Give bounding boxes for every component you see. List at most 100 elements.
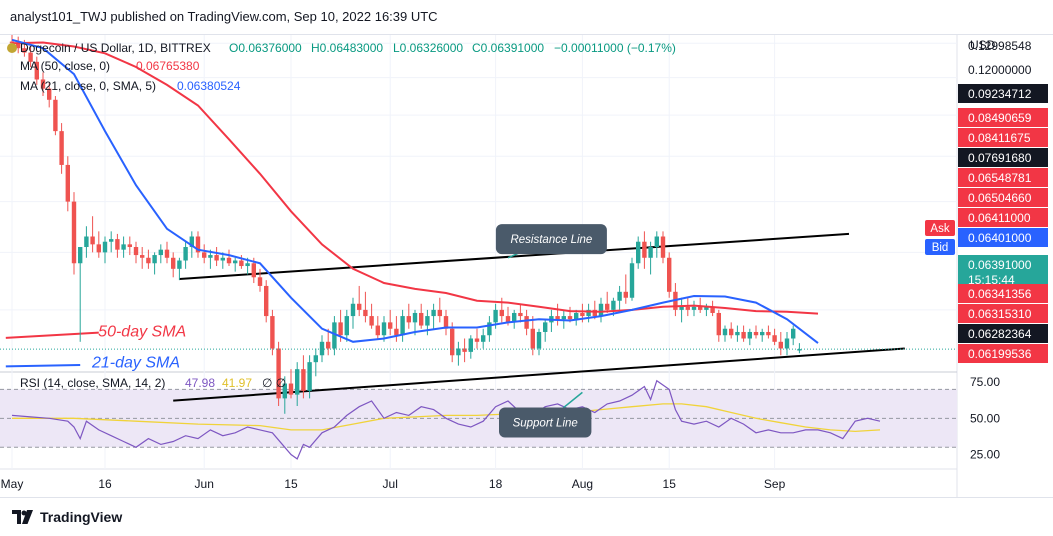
candle-body	[40, 79, 46, 89]
candle-27	[177, 257, 182, 281]
candle-body	[332, 322, 337, 349]
symbol-legend: Dogecoin / US Dollar, 1D, BITTREX O0.063…	[7, 41, 676, 55]
price-tick-13: 0.06282364	[958, 324, 1048, 343]
candle-43	[276, 341, 281, 407]
sma50-label[interactable]: 50-day SMA	[98, 324, 186, 341]
candle-body	[146, 257, 151, 264]
support-label[interactable]: Support Line	[499, 391, 592, 438]
candle-body	[28, 52, 33, 62]
sma21-legend-line-line[interactable]	[5, 363, 81, 368]
candle-122	[766, 325, 771, 339]
candle-56	[357, 285, 362, 317]
candle-body	[133, 247, 139, 256]
ohlc-open: O0.06376000	[229, 41, 302, 55]
rsi-legend-ma-value: 41.97	[222, 376, 252, 390]
candle-body	[251, 263, 256, 278]
brand[interactable]: TradingView	[12, 509, 122, 525]
candle-35	[226, 249, 232, 267]
candle-74	[468, 335, 473, 359]
publisher-line: analyst101_TWJ published on TradingView.…	[10, 9, 438, 24]
price-tick-label: 0.09234712	[968, 87, 1032, 101]
candle-body	[375, 325, 380, 336]
candle-body	[623, 291, 628, 298]
candle-48	[307, 355, 312, 399]
candle-body	[127, 244, 132, 248]
candle-body	[437, 309, 442, 317]
rsi-legend-value: 47.98	[185, 376, 215, 390]
candle-82	[518, 303, 523, 323]
rsi-legend-label: RSI (14, close, SMA, 14, 2)	[20, 376, 165, 390]
chart-svg[interactable]: Resistance Line Support Line 50-day SMA 21-…	[0, 35, 1053, 497]
candle-75	[474, 328, 480, 349]
candle-73	[462, 338, 467, 363]
resistance-label[interactable]: Resistance Line	[495, 224, 607, 259]
candle-109	[685, 297, 690, 317]
ohlc-high: H0.06483000	[311, 41, 383, 55]
price-tick-11: 0.06341356	[958, 284, 1048, 303]
candle-45	[288, 369, 294, 399]
candle-26	[171, 252, 176, 278]
price-tick-4: 0.08411675	[958, 128, 1048, 147]
sma50-legend-line-line[interactable]	[5, 331, 99, 339]
candle-44	[282, 376, 287, 414]
candle-body	[456, 348, 461, 356]
candle-body	[307, 362, 312, 391]
annotations: Resistance Line Support Line 50-day SMA 21-…	[91, 224, 607, 438]
resistance-line[interactable]	[179, 232, 850, 281]
resistance-label-box	[495, 224, 607, 255]
candle-4	[34, 56, 39, 85]
candle-72	[456, 341, 461, 366]
brand-name: TradingView	[40, 509, 123, 525]
candle-body	[555, 316, 560, 320]
candle-body	[412, 312, 418, 323]
candle-42	[270, 309, 275, 356]
candle-52	[332, 316, 337, 356]
candle-body	[16, 43, 21, 49]
candle-body	[698, 306, 703, 310]
footer: TradingView	[0, 500, 1053, 536]
support-label-box	[499, 407, 592, 438]
price-tick-bg	[958, 128, 1048, 147]
symbol-icon	[7, 43, 17, 53]
candle-body	[350, 303, 356, 317]
candle-body	[642, 241, 647, 258]
candle-21	[140, 247, 145, 269]
candle-30	[195, 231, 201, 258]
candle-body	[505, 316, 511, 323]
sma21-label-text: 21-day SMA	[91, 354, 180, 371]
rsi-axis[interactable]: 75.00 50.00 25.00	[970, 375, 1000, 461]
sma21-legend-label: MA (21, close, 0, SMA, 5)	[20, 79, 156, 93]
candle-body	[419, 312, 424, 326]
candle-87	[549, 309, 554, 332]
candle-98	[617, 285, 622, 310]
candle-28	[183, 241, 188, 269]
candle-64	[406, 303, 411, 329]
ohlc-low: L0.06326000	[393, 41, 463, 55]
candle-25	[164, 241, 170, 264]
price-tick-label: 0.06315310	[968, 307, 1032, 321]
candle-body	[233, 260, 238, 264]
candle-86	[543, 319, 548, 342]
candle-14	[96, 231, 101, 258]
price-tick-5: 0.07691680	[958, 148, 1048, 167]
candle-69	[437, 297, 442, 323]
candle-104	[654, 231, 659, 258]
sma21-label[interactable]: 21-day SMA	[91, 354, 180, 371]
candle-body	[481, 335, 486, 342]
sma21-line	[11, 38, 819, 344]
price-axis[interactable]: USD 0.12998548 0.12000000 0.09234712 0.0849…	[925, 38, 1048, 363]
candle-41	[264, 280, 269, 323]
candle-body	[78, 247, 83, 264]
candle-body	[530, 328, 535, 349]
candle-body	[388, 322, 393, 329]
candle-body	[344, 316, 349, 336]
candle-body	[468, 338, 473, 352]
time-axis[interactable]: May 16 Jun 15 Jul 18 Aug 15 Sep	[1, 477, 786, 491]
candle-body	[747, 331, 752, 339]
candle-body	[164, 249, 170, 258]
price-tick-0: 0.12998548	[968, 39, 1032, 53]
sma50-legend-label: MA (50, close, 0)	[20, 59, 110, 73]
price-ticks: 0.12998548 0.12000000 0.09234712 0.08490659…	[958, 39, 1048, 363]
candle-17	[115, 233, 120, 258]
